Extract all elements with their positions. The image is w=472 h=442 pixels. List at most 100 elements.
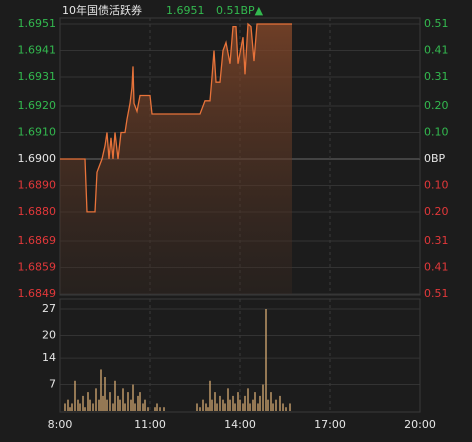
volume-bar: [222, 399, 224, 411]
y2-tick-label: 0.20: [424, 205, 449, 218]
volume-bar: [84, 407, 86, 411]
volume-bar: [242, 403, 244, 411]
volume-bar: [237, 392, 239, 411]
volume-bar: [205, 403, 207, 411]
y-tick-label: 7: [49, 378, 56, 391]
volume-bar: [196, 403, 198, 411]
volume-bar: [82, 395, 84, 411]
volume-bar: [232, 395, 234, 411]
chart-title: 10年国债活跃券: [62, 3, 142, 17]
price-line: [60, 22, 292, 213]
volume-bar: [267, 399, 269, 411]
volume-bar: [139, 392, 141, 411]
volume-bar: [270, 392, 272, 411]
volume-bar: [211, 399, 213, 411]
volume-bar: [259, 395, 261, 411]
volume-bar: [209, 380, 211, 411]
volume-bar: [265, 309, 267, 411]
volume-bar: [69, 407, 71, 411]
y2-tick-label: 0.51: [424, 17, 449, 30]
y-tick-label: 1.6890: [18, 178, 57, 191]
y-tick-label: 20: [42, 328, 56, 341]
volume-bar: [285, 407, 287, 411]
y-tick-label: 1.6900: [18, 152, 57, 165]
volume-bar: [289, 403, 291, 411]
volume-bar: [252, 399, 254, 411]
volume-bar: [275, 399, 277, 411]
volume-bar: [163, 407, 165, 411]
y-tick-label: 14: [42, 351, 56, 364]
volume-bar: [95, 388, 97, 411]
volume-bar: [156, 403, 158, 411]
volume-bar: [127, 392, 129, 411]
volume-bar: [132, 384, 134, 411]
y2-tick-label: 0.51: [424, 287, 449, 300]
y-tick-label: 1.6859: [18, 261, 57, 274]
x-tick-label: 8:00: [48, 418, 73, 431]
y2-tick-label: 0.10: [424, 126, 449, 139]
volume-bar: [109, 392, 111, 411]
y-tick-label: 1.6920: [18, 99, 57, 112]
volume-bar: [144, 399, 146, 411]
y-tick-label: 1.6880: [18, 205, 57, 218]
volume-bar: [64, 403, 66, 411]
y-tick-label: 1.6869: [18, 234, 57, 247]
volume-bar: [102, 395, 104, 411]
volume-bar: [104, 377, 106, 411]
volume-bar: [262, 384, 264, 411]
volume-bar: [79, 403, 81, 411]
volume-bar: [117, 395, 119, 411]
x-tick-label: 11:00: [134, 418, 166, 431]
last-price: 1.6951: [166, 4, 205, 17]
volume-bar: [106, 399, 108, 411]
volume-bar: [114, 380, 116, 411]
change: 0.51BP▲: [216, 4, 264, 17]
y-tick-label: 1.6951: [18, 17, 57, 30]
volume-bar: [229, 399, 231, 411]
volume-bar: [100, 369, 102, 411]
volume-bar: [272, 403, 274, 411]
volume-bar: [207, 407, 209, 411]
volume-bar: [124, 403, 126, 411]
volume-bar: [219, 395, 221, 411]
volume-bar: [279, 395, 281, 411]
volume-bar: [282, 403, 284, 411]
volume-bar: [159, 407, 161, 411]
volume-bar: [147, 407, 149, 411]
volume-bar: [119, 399, 121, 411]
volume-bar: [234, 403, 236, 411]
volume-bar: [214, 392, 216, 411]
volume-bar: [77, 399, 79, 411]
volume-bar: [142, 403, 144, 411]
y2-tick-label: 0.20: [424, 99, 449, 112]
volume-bar: [92, 403, 94, 411]
x-tick-label: 17:00: [314, 418, 346, 431]
volume-bar: [74, 380, 76, 411]
volume-bar: [216, 403, 218, 411]
volume-bar: [137, 395, 139, 411]
volume-bar: [130, 399, 132, 411]
y2-tick-label: 0.41: [424, 261, 449, 274]
volume-bar: [71, 403, 73, 411]
y-tick-label: 1.6910: [18, 126, 57, 139]
volume-bar: [154, 407, 156, 411]
y2-tick-label: 0.31: [424, 234, 449, 247]
y2-tick-label: 0.41: [424, 43, 449, 56]
y2-tick-label: 0BP: [424, 152, 446, 165]
volume-bar: [227, 388, 229, 411]
volume-bar: [247, 388, 249, 411]
volume-bar: [98, 399, 100, 411]
x-tick-label: 20:00: [404, 418, 436, 431]
volume-bar: [87, 392, 89, 411]
volume-bar: [257, 403, 259, 411]
volume-bar: [239, 399, 241, 411]
volume-bar: [199, 407, 201, 411]
y-tick-label: 1.6941: [18, 43, 57, 56]
y-tick-label: 1.6931: [18, 70, 57, 83]
y-tick-label: 27: [42, 302, 56, 315]
volume-bar: [89, 399, 91, 411]
volume-bar: [244, 395, 246, 411]
y2-tick-label: 0.10: [424, 178, 449, 191]
